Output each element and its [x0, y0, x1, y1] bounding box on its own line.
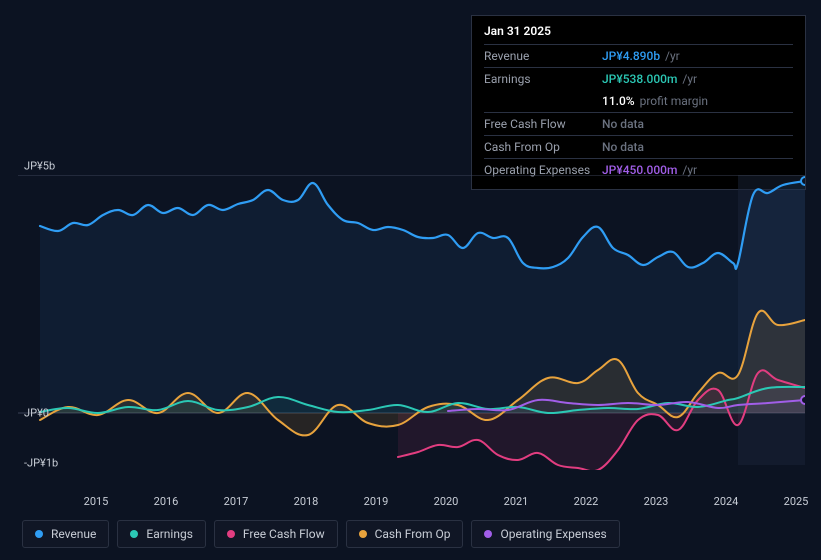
legend-label: Operating Expenses	[500, 527, 606, 541]
tooltip-row-label: Cash From Op	[484, 140, 602, 154]
tooltip-row-label: Revenue	[484, 49, 602, 63]
y-axis-label: JP¥0	[24, 407, 49, 420]
chart-legend: Revenue Earnings Free Cash Flow Cash From O…	[22, 520, 620, 548]
legend-dot-icon	[130, 530, 138, 538]
y-axis-label: JP¥5b	[24, 160, 55, 173]
legend-label: Free Cash Flow	[243, 527, 325, 541]
tooltip-row-label	[484, 94, 602, 108]
x-axis-label: 2020	[434, 495, 459, 508]
legend-item[interactable]: Operating Expenses	[471, 520, 619, 548]
tooltip-row: 11.0% profit margin	[484, 90, 793, 112]
legend-dot-icon	[35, 530, 43, 538]
x-axis-label: 2017	[224, 495, 249, 508]
x-axis-label: 2019	[364, 495, 389, 508]
tooltip-date: Jan 31 2025	[484, 24, 793, 44]
legend-item[interactable]: Free Cash Flow	[214, 520, 338, 548]
x-axis-label: 2018	[294, 495, 319, 508]
x-axis-label: 2025	[784, 495, 809, 508]
tooltip-row-value: No data	[602, 117, 644, 131]
tooltip-row: Free Cash FlowNo data	[484, 112, 793, 135]
tooltip-row-value: JP¥4.890b /yr	[602, 49, 680, 63]
legend-dot-icon	[484, 530, 492, 538]
x-axis-label: 2024	[714, 495, 739, 508]
tooltip-row-value: No data	[602, 140, 644, 154]
tooltip-row: RevenueJP¥4.890b /yr	[484, 44, 793, 67]
legend-label: Revenue	[51, 527, 96, 541]
tooltip-row-label: Free Cash Flow	[484, 117, 602, 131]
legend-label: Cash From Op	[375, 527, 451, 541]
financial-chart	[18, 175, 805, 470]
tooltip-row-value: 11.0% profit margin	[602, 94, 708, 108]
legend-item[interactable]: Cash From Op	[346, 520, 464, 548]
tooltip-row-value: JP¥538.000m /yr	[602, 72, 697, 86]
x-axis-label: 2016	[154, 495, 179, 508]
chart-tooltip: Jan 31 2025 RevenueJP¥4.890b /yrEarnings…	[471, 15, 806, 190]
x-axis-label: 2021	[504, 495, 529, 508]
legend-label: Earnings	[146, 527, 193, 541]
x-axis-label: 2015	[84, 495, 109, 508]
tooltip-row: Cash From OpNo data	[484, 135, 793, 158]
y-axis-label: -JP¥1b	[24, 457, 58, 470]
legend-dot-icon	[359, 530, 367, 538]
x-axis-label: 2023	[644, 495, 669, 508]
tooltip-row: EarningsJP¥538.000m /yr	[484, 67, 793, 90]
legend-dot-icon	[227, 530, 235, 538]
legend-item[interactable]: Earnings	[117, 520, 206, 548]
legend-item[interactable]: Revenue	[22, 520, 109, 548]
tooltip-row-label: Earnings	[484, 72, 602, 86]
x-axis-label: 2022	[574, 495, 599, 508]
